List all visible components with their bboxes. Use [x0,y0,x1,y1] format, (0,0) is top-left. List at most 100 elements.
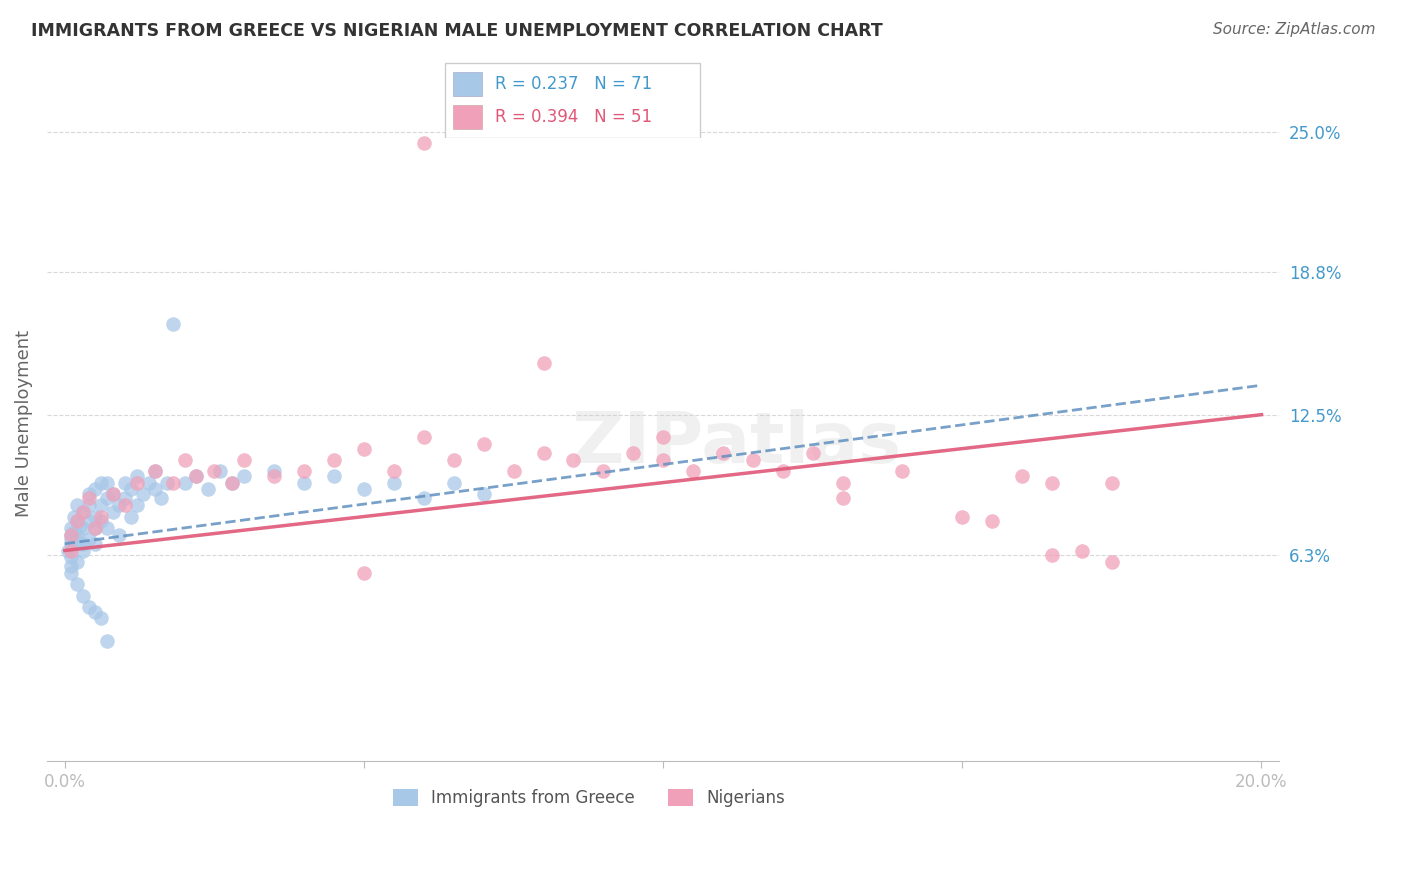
Point [66,514,89,528]
Point [831,491,853,506]
Point [101,505,124,519]
Point [1040,548,1063,562]
Point [1011,468,1033,483]
Point [502,464,524,478]
Point [96,475,118,490]
Point [138,475,160,490]
Point [592,464,614,478]
Point [831,475,853,490]
Text: IMMIGRANTS FROM GREECE VS NIGERIAN MALE UNEMPLOYMENT CORRELATION CHART: IMMIGRANTS FROM GREECE VS NIGERIAN MALE … [31,22,883,40]
Text: Source: ZipAtlas.com: Source: ZipAtlas.com [1212,22,1375,37]
Point [233,453,256,467]
Point [204,464,226,478]
FancyBboxPatch shape [453,105,482,129]
Point [83,537,105,551]
Point [66,555,89,569]
Point [143,483,166,497]
Point [1071,543,1094,558]
Point [62,509,84,524]
Point [77,491,100,506]
Point [90,475,112,490]
Point [59,527,82,541]
Point [891,464,914,478]
Legend: Immigrants from Greece, Nigerians: Immigrants from Greece, Nigerians [387,782,792,814]
Point [131,487,153,501]
Point [96,634,118,648]
Text: ZIPatlas: ZIPatlas [572,409,903,478]
Point [353,483,375,497]
Point [107,498,129,512]
FancyBboxPatch shape [446,63,700,137]
Point [96,521,118,535]
Point [59,543,82,558]
Point [412,430,434,444]
Point [66,498,89,512]
Point [77,487,100,501]
Point [772,464,794,478]
Point [66,577,89,591]
Point [221,475,243,490]
Point [83,509,105,524]
Point [59,527,82,541]
Point [77,514,100,528]
Point [101,487,124,501]
Point [173,475,195,490]
Point [59,550,82,565]
Point [382,475,405,490]
Point [981,514,1004,528]
Point [533,355,555,369]
Point [149,491,172,506]
Point [292,475,315,490]
Point [90,498,112,512]
Point [162,475,184,490]
Point [801,446,824,460]
Point [323,468,346,483]
Point [59,521,82,535]
Point [173,453,195,467]
Point [1101,555,1123,569]
Point [114,498,136,512]
Point [682,464,704,478]
Point [59,537,82,551]
Point [162,317,184,331]
Point [59,532,82,546]
Point [186,468,208,483]
Point [120,509,142,524]
Point [323,453,346,467]
Y-axis label: Male Unemployment: Male Unemployment [15,330,32,517]
Point [412,491,434,506]
Point [143,464,166,478]
Point [59,559,82,574]
Point [209,464,232,478]
Point [711,446,734,460]
Point [652,430,675,444]
Point [382,464,405,478]
Point [263,464,285,478]
Point [186,468,208,483]
Point [90,509,112,524]
Point [221,475,243,490]
Point [412,136,434,150]
Point [443,453,465,467]
Point [472,437,495,451]
Point [72,505,94,519]
Point [292,464,315,478]
Point [533,446,555,460]
Point [155,475,177,490]
Point [652,453,675,467]
Point [66,514,89,528]
Point [90,514,112,528]
Point [114,491,136,506]
Point [77,600,100,615]
Point [125,498,148,512]
Point [125,468,148,483]
Point [107,527,129,541]
Point [72,543,94,558]
Point [950,509,973,524]
Point [263,468,285,483]
Point [62,525,84,540]
FancyBboxPatch shape [453,71,482,95]
Point [77,532,100,546]
Point [96,491,118,506]
Point [83,521,105,535]
